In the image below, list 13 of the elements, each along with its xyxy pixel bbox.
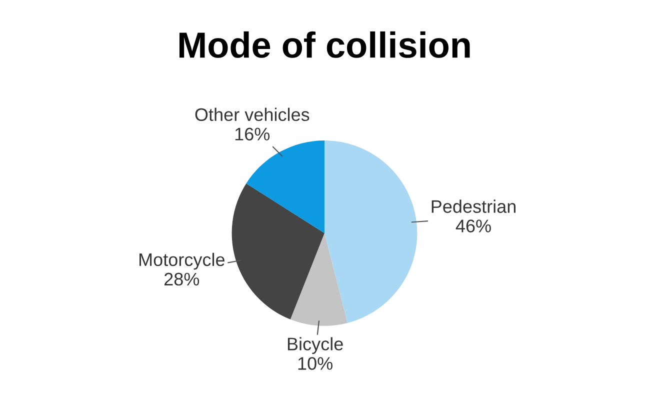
chart-title: Mode of collision (179, 31, 470, 58)
pie-slice (290, 233, 348, 326)
pie-slice (232, 183, 324, 320)
slice-label: Motorcycle (139, 252, 224, 270)
pie-slice (246, 140, 324, 234)
slice-label: Other vehicles (195, 108, 310, 122)
data-label: 28% (164, 272, 200, 286)
pie-slice (324, 140, 418, 323)
slice-label: Bicycle (288, 337, 343, 354)
slice-label: Pedestrian (432, 200, 516, 213)
data-label: 46% (456, 220, 491, 232)
data-label: 10% (298, 357, 332, 370)
data-label: 16% (235, 128, 270, 140)
